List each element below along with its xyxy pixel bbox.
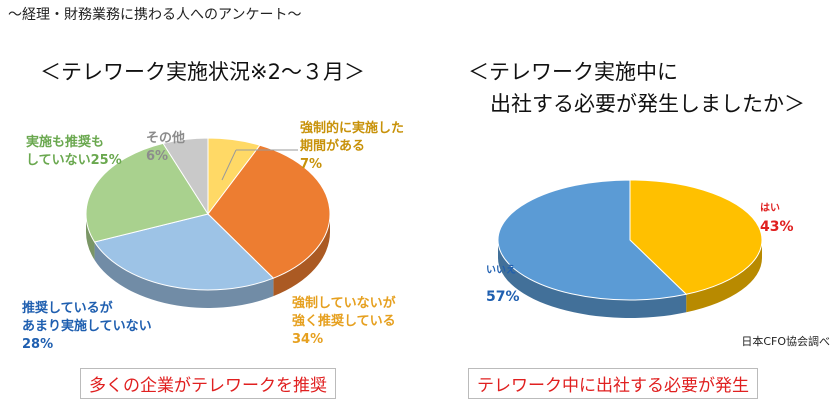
pie1-side-3 [86, 214, 95, 260]
label-forced: 強制的に実施した 期間がある 7% [300, 120, 404, 174]
chart1-title: ＜テレワーク実施状況※2～３月＞ [40, 60, 365, 84]
pie1-slice-3 [85, 142, 209, 243]
source-note: 日本CFO協会調べ [741, 335, 830, 348]
label-yes: はい 43% [760, 200, 794, 236]
banner-right: テレワーク中に出社する必要が発生 [468, 368, 758, 399]
label-no-pct: 57% [486, 289, 520, 305]
label-not-implemented-line2: していない25% [26, 153, 122, 168]
label-rec-pct: 28% [22, 337, 54, 352]
label-strong-pct: 34% [292, 332, 324, 347]
label-not-implemented-line1: 実施も推奨も [26, 135, 105, 150]
label-forced-pct: 7% [300, 157, 323, 172]
pie1-slice-4 [162, 137, 209, 216]
chart2-title-line2: 出社する必要が発生しましたか＞ [490, 92, 805, 116]
label-no: いいえ 57% [486, 262, 520, 306]
pie1-side-1 [273, 214, 330, 297]
pie2-slice-0 [629, 179, 763, 295]
pie1-slice-1 [207, 144, 331, 279]
label-yes-word: はい [760, 203, 780, 214]
pie1-side-2 [94, 241, 274, 308]
pie2-side-1 [498, 240, 687, 318]
label-rec-line1: 推奨しているが [22, 301, 113, 316]
label-strong-line2: 強く推奨している [292, 314, 396, 329]
pie2-slice-1 [497, 179, 688, 301]
label-yes-pct: 43% [760, 219, 794, 235]
banner-left: 多くの企業がテレワークを推奨 [80, 368, 336, 399]
other-leader-line [221, 149, 237, 181]
label-strong-line1: 強制していないが [292, 296, 396, 311]
survey-header: ～経理・財務業務に携わる人へのアンケート～ [8, 7, 302, 23]
label-recommended: 推奨しているが あまり実施していない 28% [22, 300, 152, 354]
pie1-slice-2 [93, 213, 275, 291]
label-not-implemented: 実施も推奨も していない25% [26, 134, 122, 170]
label-strongly-recommended: 強制していないが 強く推奨している 34% [292, 295, 396, 349]
label-other-line1: その他 [146, 131, 186, 146]
chart2-title-line1: ＜テレワーク実施中に [468, 60, 678, 84]
label-no-word: いいえ [486, 265, 516, 276]
label-forced-line1: 強制的に実施した [300, 121, 405, 136]
label-rec-line2: あまり実施していない [22, 319, 152, 334]
label-other-line2: 6% [146, 149, 169, 164]
label-forced-line2: 期間がある [300, 139, 366, 154]
label-other: その他 6% [146, 130, 185, 166]
pie2-side-0 [686, 240, 762, 313]
